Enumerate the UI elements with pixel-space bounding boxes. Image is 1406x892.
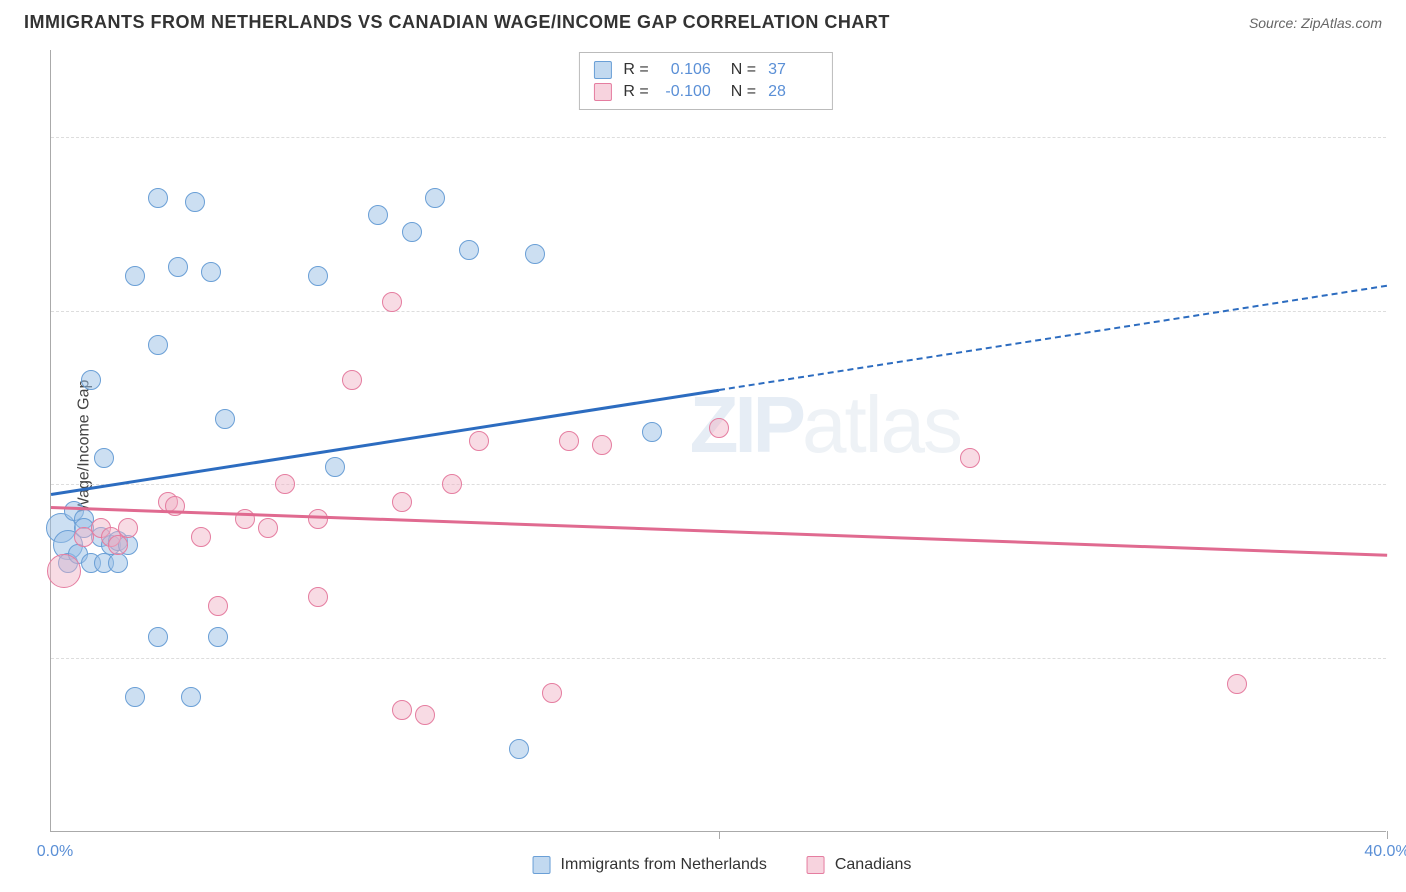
legend-swatch [807, 856, 825, 874]
data-point [191, 527, 211, 547]
x-tick-label: 0.0% [37, 843, 73, 861]
gridline-h [51, 484, 1386, 485]
n-label: N = [731, 61, 756, 79]
data-point [168, 257, 188, 277]
data-point [181, 687, 201, 707]
chart-source: Source: ZipAtlas.com [1249, 15, 1382, 31]
data-point [402, 222, 422, 242]
data-point [592, 435, 612, 455]
x-tick [1387, 831, 1388, 839]
chart-header: IMMIGRANTS FROM NETHERLANDS VS CANADIAN … [0, 0, 1406, 41]
data-point [342, 370, 362, 390]
n-value: 28 [768, 83, 818, 101]
gridline-h [51, 311, 1386, 312]
data-point [185, 192, 205, 212]
data-point [308, 266, 328, 286]
data-point [148, 188, 168, 208]
legend-swatch [593, 83, 611, 101]
source-name: ZipAtlas.com [1301, 15, 1382, 31]
data-point [81, 370, 101, 390]
legend-item: Canadians [807, 856, 912, 874]
data-point [108, 553, 128, 573]
data-point [525, 244, 545, 264]
data-point [148, 627, 168, 647]
watermark-atlas: atlas [802, 380, 961, 469]
legend-label: Immigrants from Netherlands [561, 856, 767, 874]
data-point [148, 335, 168, 355]
legend-row: R = 0.106 N = 37 [593, 59, 818, 81]
data-point [469, 431, 489, 451]
data-point [258, 518, 278, 538]
data-point [325, 457, 345, 477]
trend-line [51, 506, 1387, 556]
data-point [94, 448, 114, 468]
gridline-h [51, 658, 1386, 659]
legend-item: Immigrants from Netherlands [533, 856, 767, 874]
trend-line [51, 389, 719, 496]
data-point [459, 240, 479, 260]
data-point [642, 422, 662, 442]
legend-label: Canadians [835, 856, 912, 874]
source-prefix: Source: [1249, 15, 1301, 31]
y-tick-label: 80.0% [1396, 128, 1406, 146]
watermark-zip: ZIP [690, 380, 802, 469]
r-value: -0.100 [661, 83, 711, 101]
data-point [559, 431, 579, 451]
data-point [47, 554, 81, 588]
data-point [415, 705, 435, 725]
data-point [1227, 674, 1247, 694]
r-label: R = [623, 83, 648, 101]
legend-swatch [593, 61, 611, 79]
data-point [382, 292, 402, 312]
data-point [308, 509, 328, 529]
trend-line [719, 285, 1387, 391]
legend-row: R = -0.100 N = 28 [593, 81, 818, 103]
data-point [201, 262, 221, 282]
data-point [392, 492, 412, 512]
series-legend: Immigrants from Netherlands Canadians [533, 856, 912, 874]
correlation-legend: R = 0.106 N = 37 R = -0.100 N = 28 [578, 52, 833, 110]
data-point [215, 409, 235, 429]
data-point [308, 587, 328, 607]
data-point [960, 448, 980, 468]
x-tick [719, 831, 720, 839]
n-value: 37 [768, 61, 818, 79]
data-point [392, 700, 412, 720]
scatter-chart: ZIPatlas R =0.106N =37R =-0.100N =28 20.… [50, 50, 1386, 832]
r-label: R = [623, 61, 648, 79]
gridline-h [51, 137, 1386, 138]
data-point [125, 687, 145, 707]
data-point [425, 188, 445, 208]
data-point [542, 683, 562, 703]
watermark: ZIPatlas [690, 379, 961, 471]
y-tick-label: 40.0% [1396, 475, 1406, 493]
x-tick-label: 40.0% [1364, 843, 1406, 861]
y-tick-label: 60.0% [1396, 302, 1406, 320]
data-point [118, 518, 138, 538]
chart-title: IMMIGRANTS FROM NETHERLANDS VS CANADIAN … [24, 12, 890, 33]
r-value: 0.106 [661, 61, 711, 79]
y-tick-label: 20.0% [1396, 649, 1406, 667]
n-label: N = [731, 83, 756, 101]
data-point [125, 266, 145, 286]
data-point [275, 474, 295, 494]
data-point [108, 535, 128, 555]
data-point [208, 596, 228, 616]
data-point [442, 474, 462, 494]
data-point [368, 205, 388, 225]
data-point [509, 739, 529, 759]
legend-swatch [533, 856, 551, 874]
data-point [208, 627, 228, 647]
data-point [709, 418, 729, 438]
